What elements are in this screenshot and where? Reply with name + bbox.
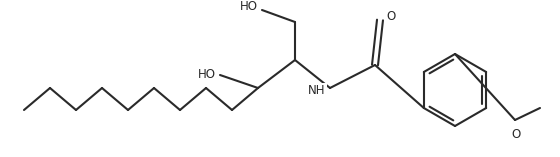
Text: O: O [386,10,395,22]
Text: NH: NH [307,84,325,97]
Text: O: O [511,128,521,141]
Text: HO: HO [198,68,216,81]
Text: HO: HO [240,0,258,14]
